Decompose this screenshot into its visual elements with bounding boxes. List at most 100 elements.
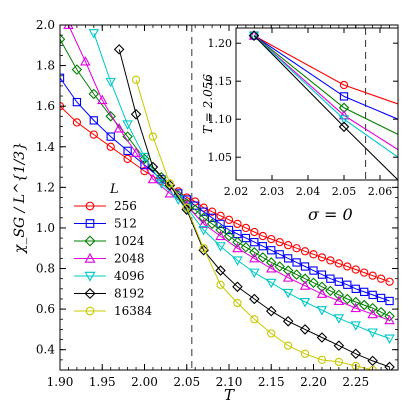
inset-plot: 2.02 2.03 2.04 2.05 2.06 1.05 1.10 1.15 1.20 T = … (201, 27, 399, 198)
data-point-512 (334, 277, 343, 286)
data-point-1024 (367, 302, 378, 314)
legend-marker-1024 (84, 235, 96, 247)
inset-line-8192 (253, 35, 398, 180)
y-tick-label: 1.4 (36, 140, 55, 154)
main-plot: 1.90 1.95 2.00 2.05 2.10 2.15 2.20 2.25 0.4 0.6 0.… (12, 18, 399, 404)
legend-marker-256 (85, 201, 95, 211)
data-point-512 (292, 258, 301, 267)
data-point-2048 (63, 25, 74, 30)
data-point-4096 (333, 314, 345, 324)
legend-marker-512 (85, 219, 95, 228)
data-point-2048 (384, 314, 395, 325)
data-point-256 (300, 247, 310, 256)
data-point-256 (89, 130, 98, 139)
data-point-4096 (156, 179, 167, 189)
legend-marker-2048 (84, 252, 96, 263)
y-tick-label: 1.2 (36, 180, 55, 194)
data-point-1024 (291, 269, 302, 280)
inset-point-256 (339, 80, 349, 90)
data-point-1024 (139, 153, 150, 165)
data-point-2048 (333, 295, 345, 306)
data-point-1024 (71, 64, 83, 75)
data-point-256 (376, 274, 386, 283)
data-point-1024 (240, 241, 252, 253)
inset-point-4096 (248, 31, 260, 42)
data-point-8192 (147, 161, 159, 173)
data-point-256 (385, 277, 394, 286)
y-tick-label: 0.6 (36, 302, 55, 316)
data-point-512 (267, 246, 276, 255)
data-point-256 (334, 259, 343, 268)
inset-y-tick-label: 1.05 (208, 151, 233, 164)
data-point-512 (283, 254, 293, 263)
data-point-512 (343, 280, 352, 289)
data-point-512 (106, 132, 115, 141)
data-point-16384 (216, 280, 225, 289)
data-point-4096 (299, 298, 311, 308)
data-point-1024 (282, 265, 294, 276)
inset-y-tick-label: 1.20 (208, 37, 233, 50)
data-point-256 (241, 223, 251, 233)
inset-x-tick-label: 2.05 (332, 185, 357, 198)
data-point-16384 (131, 75, 141, 84)
data-point-16384 (199, 244, 208, 253)
data-point-8192 (130, 109, 142, 120)
data-point-1024 (274, 261, 285, 272)
data-point-16384 (267, 329, 276, 338)
data-point-8192 (198, 244, 209, 256)
legend-label-4096: 4096 (114, 269, 145, 283)
legend: 256 512 1024 2048 4096 8192 16384 (74, 199, 153, 318)
data-point-2048 (282, 272, 294, 282)
inset-vline-label: T = 2.056 (201, 74, 215, 134)
data-point-8192 (232, 281, 243, 293)
data-point-1024 (333, 289, 345, 301)
data-point-256 (72, 118, 82, 127)
inset-point-4096 (338, 115, 350, 125)
data-point-16384 (182, 203, 191, 212)
data-point-512 (300, 262, 310, 271)
inset-frame (235, 27, 399, 181)
data-point-1024 (198, 212, 209, 224)
data-point-2048 (130, 147, 142, 157)
inset-line-4096 (253, 35, 398, 158)
inset-y-tick-label: 1.10 (208, 113, 233, 126)
x-tick-label: 2.10 (216, 375, 243, 389)
inset-x-tick-label: 2.06 (368, 185, 393, 198)
data-point-8192 (367, 355, 378, 367)
main-series-group (60, 25, 395, 370)
inset-point-8192 (248, 30, 260, 41)
data-point-256 (343, 262, 352, 271)
inset-x-tick-label: 2.04 (296, 185, 321, 198)
inset-y-tick-label: 1.15 (208, 75, 233, 88)
data-point-512 (368, 290, 377, 300)
series-line-16384 (135, 79, 373, 370)
data-point-4096 (122, 120, 133, 130)
inset-point-1024 (338, 102, 350, 114)
data-point-1024 (249, 247, 260, 258)
data-point-16384 (250, 315, 259, 324)
series-line-4096 (93, 32, 390, 339)
data-point-512 (326, 274, 335, 283)
data-point-4096 (232, 256, 243, 266)
data-point-16384 (165, 179, 174, 188)
inset-background (236, 28, 398, 180)
data-point-512 (250, 237, 259, 247)
data-point-512 (123, 146, 132, 155)
sigma-annotation: σ = 0 (308, 205, 353, 224)
data-point-256 (292, 244, 301, 253)
data-point-8192 (113, 44, 125, 55)
series-line-2048 (68, 25, 390, 321)
inset-line-512 (253, 35, 398, 120)
inset-point-8192 (338, 121, 350, 133)
data-point-1024 (299, 273, 311, 284)
inset-x-tick-label: 2.02 (224, 185, 249, 198)
y-tick-label: 0.4 (36, 343, 55, 357)
legend-label-16384: 16384 (114, 304, 153, 318)
data-point-4096 (88, 29, 100, 39)
data-point-4096 (316, 306, 328, 316)
data-point-512 (360, 287, 369, 297)
x-tick-label: 2.20 (300, 375, 327, 389)
data-point-2048 (198, 218, 209, 228)
inset-line-1024 (253, 35, 398, 135)
